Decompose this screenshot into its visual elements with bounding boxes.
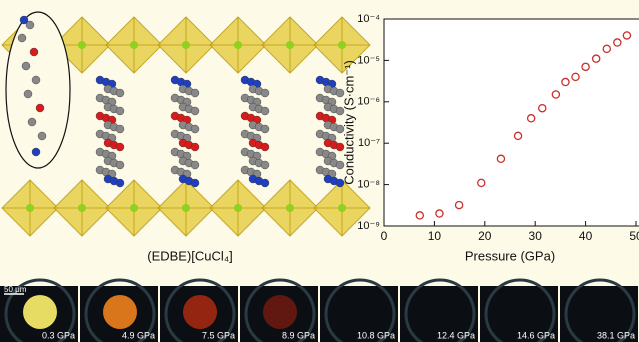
x-axis-label: Pressure (GPa): [465, 248, 555, 263]
y-tick-label: 10⁻⁷: [358, 137, 380, 149]
sample-glow: [183, 295, 217, 329]
copper-atom: [78, 204, 86, 212]
molecule-outline: [6, 12, 70, 168]
x-tick-label: 40: [579, 229, 593, 243]
copper-atom: [234, 204, 242, 212]
pressure-label: 4.9 GPa: [122, 330, 155, 340]
molecule-atom: [18, 34, 26, 42]
pressure-label: 14.6 GPa: [517, 330, 555, 340]
pressure-label: 12.4 GPa: [437, 330, 475, 340]
molecule-atom: [32, 148, 40, 156]
copper-atom: [182, 204, 190, 212]
copper-atom: [130, 204, 138, 212]
molecule-atom: [36, 104, 44, 112]
crystal-structure: [2, 12, 370, 236]
figure-canvas: (EDBE)[CuCl₄] 10⁻⁹10⁻⁸10⁻⁷10⁻⁶10⁻⁵10⁻⁴01…: [0, 0, 639, 342]
pressure-label: 7.5 GPa: [202, 330, 235, 340]
y-axis-label: Conductivity (S·cm⁻¹): [341, 60, 356, 185]
atom: [191, 89, 199, 97]
molecule-atom: [32, 76, 40, 84]
molecule-atom: [20, 16, 28, 24]
x-tick-label: 50: [629, 229, 639, 243]
sample-glow: [23, 295, 57, 329]
copper-atom: [286, 204, 294, 212]
scale-bar-label: 50 μm: [4, 285, 27, 294]
atom: [116, 179, 124, 187]
figure: (EDBE)[CuCl₄] 10⁻⁹10⁻⁸10⁻⁷10⁻⁶10⁻⁵10⁻⁴01…: [0, 0, 639, 342]
atom: [116, 125, 124, 133]
molecule-atom: [30, 48, 38, 56]
copper-atom: [234, 41, 242, 49]
atom: [261, 143, 269, 151]
molecule-atom: [38, 132, 46, 140]
atom: [191, 107, 199, 115]
sample-glow: [263, 295, 297, 329]
atom: [116, 107, 124, 115]
y-tick-label: 10⁻⁸: [357, 179, 380, 191]
pressure-label: 10.8 GPa: [357, 330, 395, 340]
atom: [116, 161, 124, 169]
copper-atom: [338, 41, 346, 49]
y-tick-label: 10⁻⁶: [357, 96, 380, 108]
atom: [261, 89, 269, 97]
y-tick-label: 10⁻⁴: [357, 13, 380, 25]
atom: [116, 89, 124, 97]
x-tick-label: 10: [428, 229, 442, 243]
x-tick-label: 30: [529, 229, 543, 243]
y-tick-label: 10⁻⁵: [357, 54, 380, 66]
atom: [261, 161, 269, 169]
pressure-label: 0.3 GPa: [42, 330, 75, 340]
atom: [191, 161, 199, 169]
atom: [261, 179, 269, 187]
sample-glow: [103, 295, 137, 329]
structure-caption: (EDBE)[CuCl₄]: [147, 248, 232, 263]
copper-atom: [130, 41, 138, 49]
molecule-atom: [28, 118, 36, 126]
x-tick-label: 20: [478, 229, 492, 243]
atom: [261, 107, 269, 115]
plot-frame: [384, 19, 639, 226]
copper-atom: [26, 204, 34, 212]
copper-atom: [338, 204, 346, 212]
pressure-label: 38.1 GPa: [597, 330, 635, 340]
copper-atom: [78, 41, 86, 49]
copper-atom: [286, 41, 294, 49]
micrographs: 0.3 GPa 4.9 GPa 7.5 GPa 8.9 GPa 10.8 GPa 12.4…: [0, 280, 638, 342]
atom: [116, 143, 124, 151]
pressure-label: 8.9 GPa: [282, 330, 315, 340]
y-tick-label: 10⁻⁹: [357, 220, 380, 232]
x-tick-label: 0: [381, 229, 388, 243]
atom: [261, 125, 269, 133]
molecule-atom: [22, 62, 30, 70]
atom: [191, 125, 199, 133]
scatter-chart: 10⁻⁹ 10⁻⁸ 10⁻⁷ 10⁻⁶ 10⁻⁵ 10⁻⁴ 0 10 20 30 40 50 Press…: [341, 13, 639, 264]
copper-atom: [182, 41, 190, 49]
molecule-atom: [24, 90, 32, 98]
atom: [191, 179, 199, 187]
atom: [191, 143, 199, 151]
